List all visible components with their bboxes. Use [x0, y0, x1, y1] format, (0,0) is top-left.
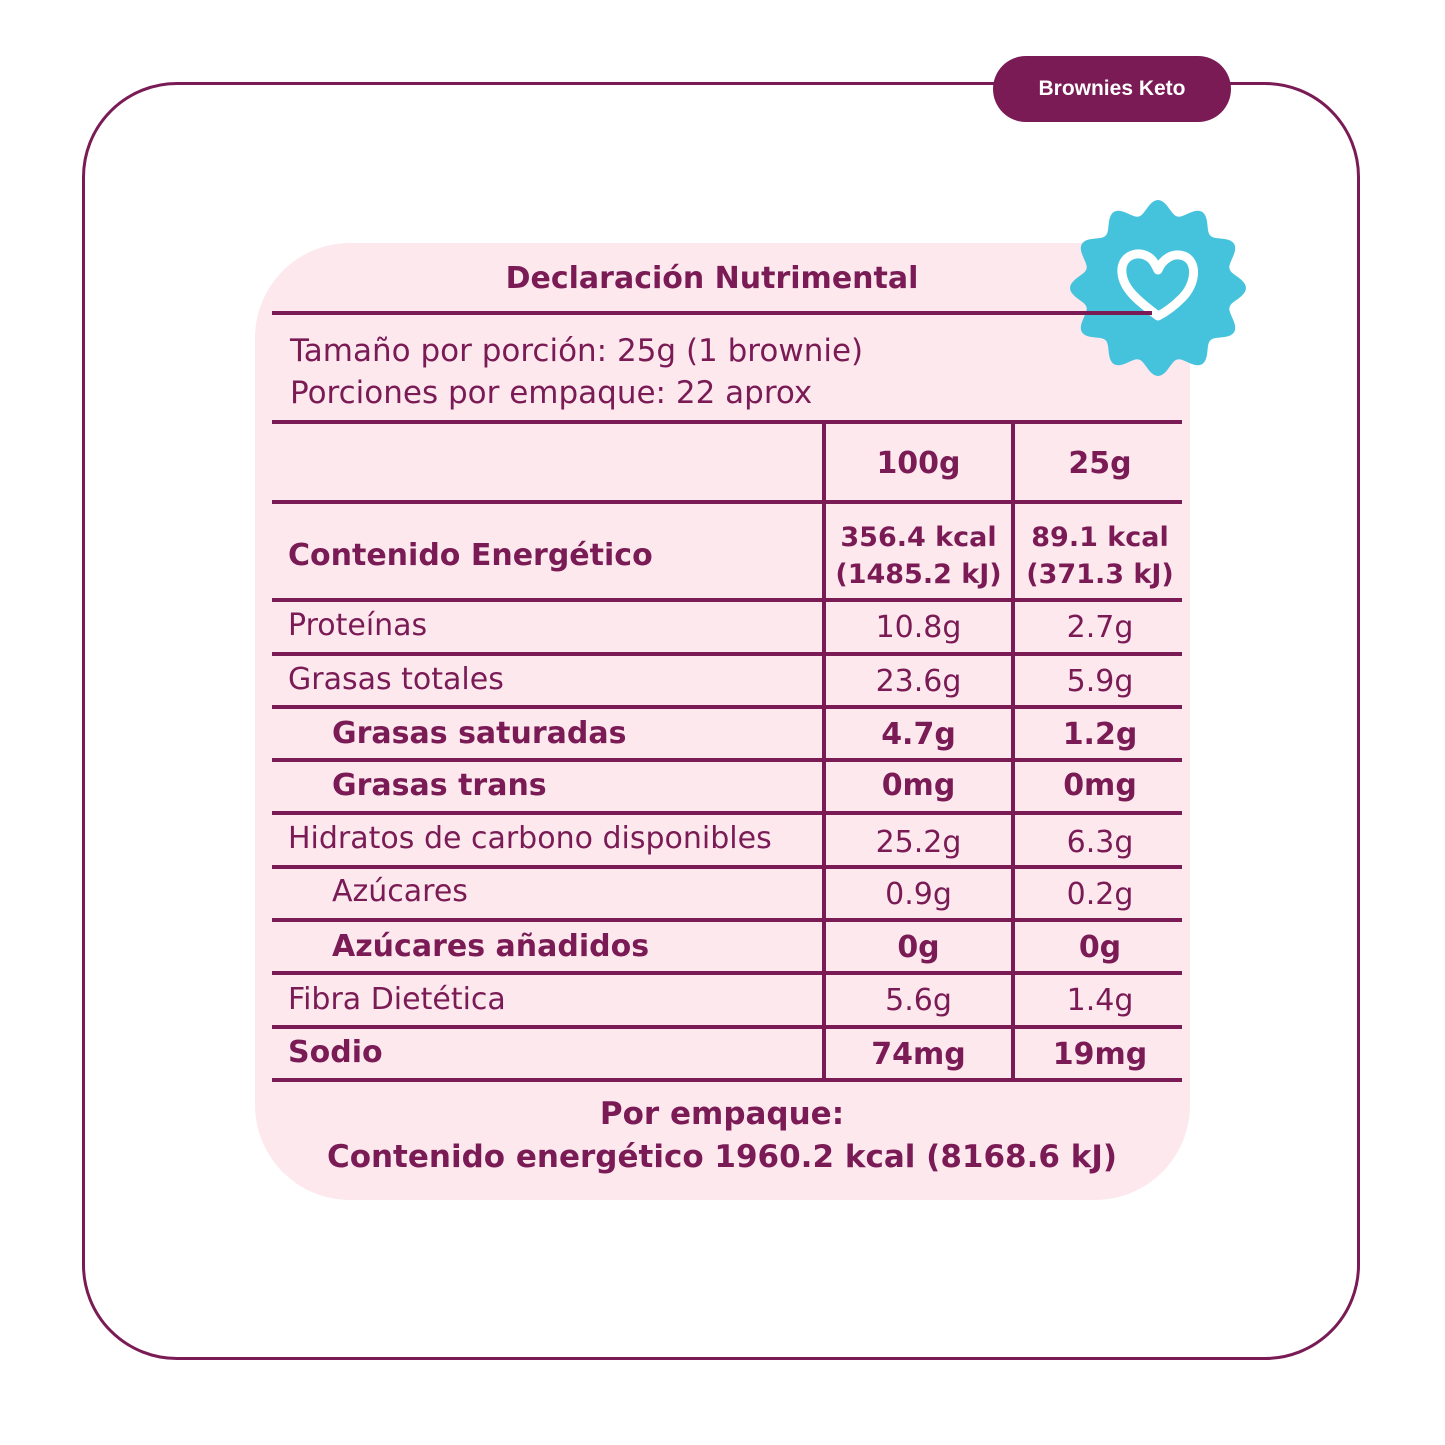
per-package-energy: Contenido energético 1960.2 kcal (8168.6…: [326, 1139, 1118, 1175]
nutrient-value-100g: 74mg: [871, 1037, 966, 1072]
nutrient-label: Proteínas: [288, 608, 428, 643]
nutrient-value-25g: 1.2g: [1062, 717, 1138, 752]
row-divider: [272, 598, 1182, 602]
energy-100g-kcal: 356.4 kcal: [840, 522, 997, 553]
nutrient-value-100g: 4.7g: [881, 717, 956, 752]
row-divider: [272, 918, 1182, 922]
row-divider: [272, 811, 1182, 815]
product-tag: Brownies Keto: [993, 56, 1231, 122]
nutrient-label: Grasas saturadas: [332, 716, 627, 751]
row-divider: [272, 652, 1182, 656]
energy-label: Contenido Energético: [288, 538, 653, 573]
nutrient-value-100g: 0mg: [881, 768, 956, 803]
title-divider: [272, 311, 1152, 315]
nutrient-value-25g: 6.3g: [1066, 825, 1134, 860]
table-bottom-rule: [272, 1078, 1182, 1082]
energy-100g-kj: (1485.2 kJ): [835, 559, 1002, 590]
nutrient-value-25g: 0.2g: [1066, 877, 1134, 912]
energy-25g-kj: (371.3 kJ): [1026, 559, 1174, 590]
column-divider: [1011, 424, 1015, 1080]
row-divider: [272, 1025, 1182, 1029]
row-divider: [272, 971, 1182, 975]
nutrition-panel: [255, 243, 1190, 1200]
energy-25g-kcal: 89.1 kcal: [1031, 522, 1169, 553]
per-package-heading: Por empaque:: [599, 1096, 845, 1132]
nutrient-value-100g: 5.6g: [885, 983, 952, 1018]
header-100g: 100g: [876, 446, 961, 481]
row-divider: [272, 865, 1182, 869]
outer-frame: [82, 82, 1360, 1360]
row-divider: [272, 500, 1182, 504]
nutrient-label: Azúcares: [332, 874, 468, 909]
nutrient-label: Grasas totales: [288, 662, 504, 697]
row-divider: [272, 758, 1182, 762]
nutrient-value-100g: 0g: [897, 930, 940, 965]
nutrient-label: Azúcares añadidos: [332, 929, 650, 964]
row-divider: [272, 705, 1182, 709]
nutrient-value-100g: 25.2g: [875, 825, 962, 860]
nutrient-value-100g: 10.8g: [875, 610, 962, 645]
nutrient-value-25g: 0mg: [1063, 768, 1137, 803]
nutrient-value-100g: 23.6g: [875, 664, 962, 699]
column-divider: [822, 424, 826, 1080]
nutrient-value-25g: 5.9g: [1066, 664, 1134, 699]
header-25g: 25g: [1068, 446, 1132, 481]
nutrient-value-25g: 1.4g: [1066, 983, 1134, 1018]
table-top-rule: [272, 420, 1182, 424]
servings-per-package: Porciones por empaque: 22 aprox: [290, 375, 813, 411]
serving-size: Tamaño por porción: 25g (1 brownie): [290, 333, 864, 369]
nutrient-value-100g: 0.9g: [885, 877, 952, 912]
table-title: Declaración Nutrimental: [505, 261, 919, 296]
heart-badge-icon: [1070, 200, 1246, 376]
nutrient-label: Fibra Dietética: [288, 982, 506, 1017]
nutrient-label: Grasas trans: [332, 768, 547, 803]
nutrient-value-25g: 2.7g: [1066, 610, 1134, 645]
nutrient-label: Sodio: [288, 1035, 383, 1070]
nutrient-value-25g: 0g: [1078, 930, 1122, 965]
nutrient-label: Hidratos de carbono disponibles: [288, 821, 772, 856]
nutrient-value-25g: 19mg: [1052, 1037, 1148, 1072]
